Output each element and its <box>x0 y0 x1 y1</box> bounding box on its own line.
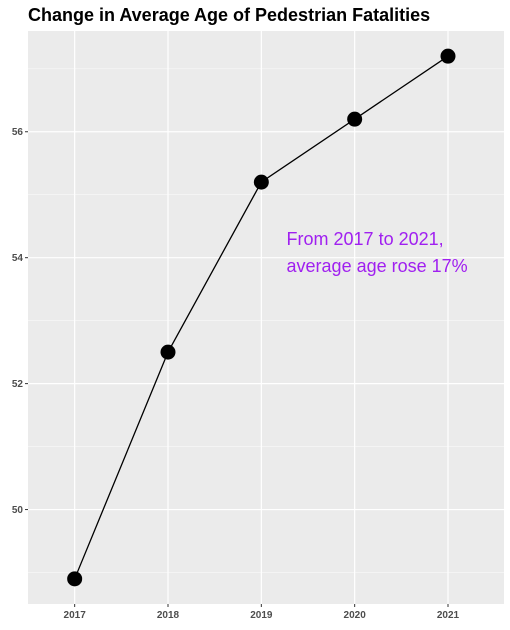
x-tick-label: 2017 <box>64 610 87 621</box>
data-point <box>440 48 456 64</box>
annotation-text: From 2017 to 2021, <box>287 229 444 249</box>
y-tick-label: 52 <box>12 379 24 390</box>
chart-title: Change in Average Age of Pedestrian Fata… <box>28 5 431 25</box>
y-tick-label: 56 <box>12 127 24 138</box>
data-point <box>347 111 363 127</box>
data-point <box>253 174 269 190</box>
x-tick-label: 2019 <box>250 610 273 621</box>
plot-panel <box>28 31 504 604</box>
y-tick-label: 50 <box>12 505 24 516</box>
annotation-text: average age rose 17% <box>287 256 468 276</box>
y-tick-label: 54 <box>12 253 24 264</box>
x-tick-label: 2018 <box>157 610 180 621</box>
data-point <box>160 344 176 360</box>
data-point <box>67 571 83 587</box>
x-tick-label: 2021 <box>437 610 460 621</box>
x-tick-label: 2020 <box>344 610 367 621</box>
